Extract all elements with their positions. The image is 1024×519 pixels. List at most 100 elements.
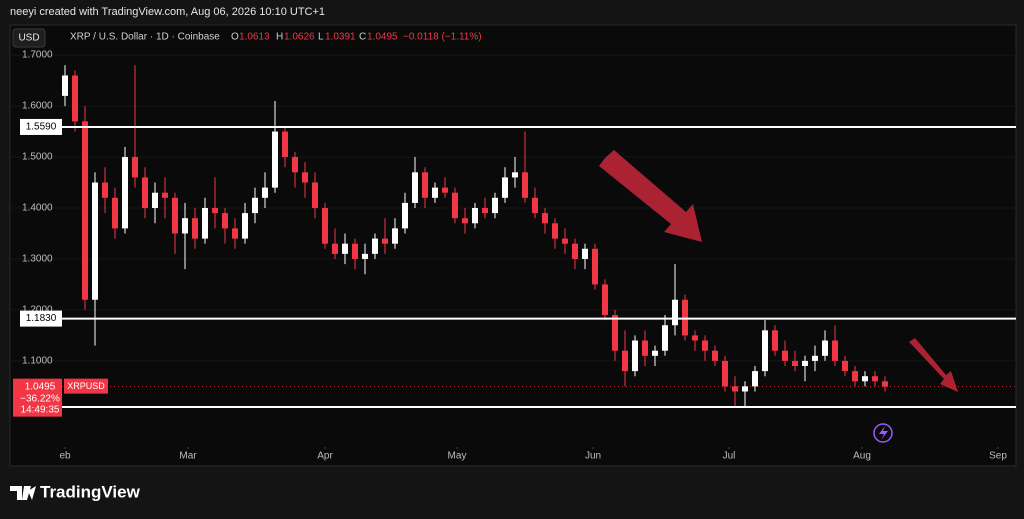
legend-value: 1.0613	[239, 32, 270, 43]
candle-body	[582, 248, 588, 259]
candle-body	[502, 177, 508, 198]
replay-icon[interactable]	[873, 423, 893, 443]
symbol-tag-label: XRPUSD	[67, 381, 105, 391]
candle-body	[772, 330, 778, 351]
candle-body	[232, 228, 238, 239]
candle-body	[262, 187, 268, 198]
candle-body	[442, 187, 448, 193]
plot: 1.7000 1.6000 1.5000 1.4000 1.3000 1.2000 1.10…	[10, 50, 1016, 462]
legend-change: −0.0118 (−1.11%)	[403, 32, 482, 43]
y-tick-label: 1.1000	[22, 356, 53, 367]
candle-body	[292, 157, 298, 173]
candle-body	[222, 213, 228, 229]
candle-body	[462, 218, 468, 224]
candle-body	[792, 360, 798, 366]
candle-body	[622, 350, 628, 372]
candle-body	[552, 223, 558, 239]
candle-body	[612, 315, 618, 351]
legend: XRP / U.S. Dollar · 1D · Coinbase O 1.06…	[70, 32, 482, 43]
y-tick-label: 1.6000	[22, 101, 53, 112]
y-tick-label: 1.3000	[22, 254, 53, 265]
candle-body	[322, 208, 328, 244]
candle-body	[722, 360, 728, 387]
candle-body	[662, 325, 668, 351]
candle-body	[642, 340, 648, 356]
candle-body	[152, 192, 158, 208]
candle-body	[382, 238, 388, 244]
candle-body	[282, 131, 288, 158]
candle-body	[852, 371, 858, 382]
candle-body	[342, 243, 348, 254]
candle-body	[332, 243, 338, 254]
candle-body	[592, 248, 598, 285]
candle-body	[782, 350, 788, 361]
candle-body	[732, 386, 738, 392]
candle-body	[882, 381, 888, 387]
candle-body	[162, 192, 168, 198]
candle-body	[402, 202, 408, 229]
candle-body	[272, 131, 278, 188]
candle-body	[62, 75, 68, 96]
last-price-label: 1.0495	[25, 381, 56, 392]
candle-body	[392, 228, 398, 244]
candle-body	[712, 350, 718, 361]
candle-body	[822, 340, 828, 356]
candle-body	[742, 386, 748, 392]
symbol-title: XRP / U.S. Dollar · 1D · Coinbase	[70, 32, 220, 43]
candle-body	[182, 218, 188, 234]
brand: TradingView	[40, 482, 141, 501]
logo-mark	[10, 486, 36, 500]
chart-frame	[9, 24, 1017, 467]
currency-button[interactable]	[12, 28, 46, 48]
candle-body	[672, 299, 678, 326]
candle-body	[142, 177, 148, 208]
candle-body	[372, 238, 378, 254]
candle-body	[432, 187, 438, 198]
x-tick-label: Jun	[585, 451, 601, 462]
candle-body	[352, 243, 358, 259]
legend-value: 1.0495	[367, 32, 398, 43]
level-label: 1.1830	[26, 313, 57, 324]
candle-body	[542, 213, 548, 224]
legend-value: 1.0391	[325, 32, 356, 43]
candle-body	[92, 182, 98, 300]
candle-body	[512, 172, 518, 178]
y-tick-label: 1.7000	[22, 50, 53, 61]
candle-body	[312, 182, 318, 208]
x-tick-label: May	[448, 451, 467, 462]
candle-body	[872, 376, 878, 382]
y-tick-label: 1.5000	[22, 152, 53, 163]
x-tick-label: Mar	[179, 451, 197, 462]
credit: neeyi created with TradingView.com, Aug …	[10, 6, 325, 18]
candle-body	[562, 238, 568, 244]
candle-body	[252, 197, 258, 214]
candle-body	[362, 253, 368, 259]
candle-body	[102, 182, 108, 198]
candle-body	[202, 208, 208, 239]
candle-body	[532, 197, 538, 214]
candle-body	[842, 360, 848, 372]
candle-body	[472, 208, 478, 224]
currency: USD	[18, 33, 39, 44]
candle-body	[212, 208, 218, 214]
candle-body	[702, 340, 708, 351]
level-label-box	[20, 310, 62, 327]
arrow	[599, 150, 702, 242]
candle-body	[172, 197, 178, 234]
candle-body	[302, 172, 308, 183]
x-tick-label: Apr	[317, 451, 333, 462]
arrow	[909, 338, 958, 392]
candle-body	[422, 172, 428, 198]
candle-body	[632, 340, 638, 372]
candle-body	[112, 197, 118, 229]
y-tick-label: 1.2000	[22, 305, 53, 316]
x-tick-label: Aug	[853, 451, 871, 462]
candle-body	[752, 371, 758, 387]
candle-body	[682, 299, 688, 336]
level-label-box	[20, 118, 62, 135]
x-tick-label: Jul	[723, 451, 736, 462]
candle-body	[572, 243, 578, 259]
last-change: −36.22%	[20, 393, 60, 404]
candle-body	[862, 376, 868, 382]
